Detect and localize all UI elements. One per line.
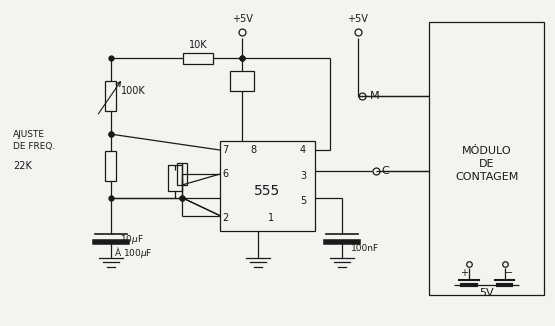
Text: 5: 5 [300,196,306,206]
Text: C: C [381,166,389,176]
Text: DE: DE [479,159,495,169]
Bar [183,53,213,64]
Text: DE FREQ.: DE FREQ. [13,141,56,151]
Text: 2: 2 [222,213,229,223]
Text: 100K: 100K [120,86,145,96]
Text: 100nF: 100nF [351,244,379,253]
Bar [105,151,116,181]
Text: 6: 6 [222,169,228,179]
Text: 555: 555 [254,184,281,198]
Text: AJUSTE: AJUSTE [13,130,45,139]
Text: 8: 8 [250,145,256,155]
Text: +5V: +5V [347,14,368,23]
Bar [220,141,315,231]
Text: +5V: +5V [232,14,253,23]
Bar [105,82,116,111]
Text: 1: 1 [268,213,274,223]
Bar [178,163,188,185]
Text: 10K: 10K [189,40,208,51]
Text: 4: 4 [300,145,306,155]
Text: CONTAGEM: CONTAGEM [455,172,518,182]
Bar [430,22,544,295]
Text: MÓDULO: MÓDULO [462,146,511,156]
Text: 22K: 22K [13,161,32,171]
Text: À 100$\mu$F: À 100$\mu$F [114,245,152,260]
Text: M: M [370,91,379,101]
Text: 5V: 5V [480,289,494,298]
Bar [169,165,183,191]
Text: 10$\mu$F: 10$\mu$F [120,233,143,246]
Text: 7: 7 [222,145,229,155]
Bar [230,71,254,91]
Text: +: + [460,268,468,277]
Text: 3: 3 [300,171,306,181]
Text: −: − [506,268,513,277]
